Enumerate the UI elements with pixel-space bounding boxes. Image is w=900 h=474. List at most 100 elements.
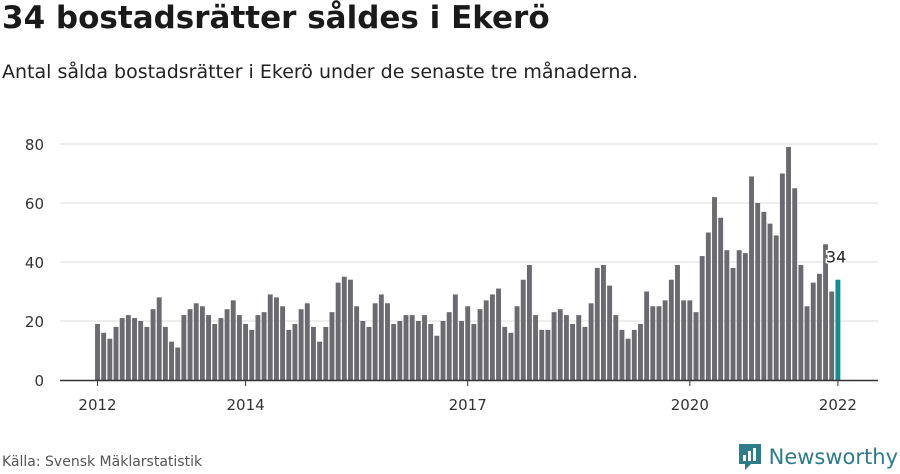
bar bbox=[619, 329, 625, 380]
bar bbox=[224, 309, 230, 380]
bar bbox=[199, 306, 205, 380]
bar bbox=[95, 323, 100, 380]
bar bbox=[348, 279, 353, 380]
bar bbox=[742, 253, 748, 380]
bar bbox=[273, 297, 279, 380]
bar bbox=[415, 321, 421, 380]
bar bbox=[638, 323, 643, 380]
bar bbox=[736, 250, 742, 380]
chart-subtitle: Antal sålda bostadsrätter i Ekerö under … bbox=[2, 61, 639, 83]
bar bbox=[533, 315, 539, 380]
y-tick-label: 40 bbox=[25, 254, 44, 272]
bar bbox=[656, 306, 662, 380]
bar bbox=[557, 309, 563, 380]
bar bbox=[119, 318, 125, 380]
bar bbox=[749, 176, 754, 380]
bar bbox=[576, 315, 582, 380]
bar bbox=[631, 329, 637, 380]
bar bbox=[582, 326, 588, 380]
brand-logo: Newsworthy bbox=[737, 442, 898, 472]
x-tick-label: 2012 bbox=[78, 396, 116, 414]
brand-name: Newsworthy bbox=[768, 445, 898, 469]
bar bbox=[397, 321, 403, 380]
bar bbox=[792, 188, 798, 380]
bar bbox=[662, 300, 668, 380]
bar bbox=[403, 315, 409, 380]
bar bbox=[107, 338, 113, 380]
bar bbox=[545, 329, 551, 380]
bar bbox=[391, 323, 397, 380]
bar bbox=[354, 306, 360, 380]
newsworthy-logo-icon bbox=[738, 444, 761, 470]
y-tick-label: 80 bbox=[25, 136, 44, 154]
bar bbox=[329, 312, 335, 380]
bar bbox=[298, 309, 304, 380]
bar bbox=[625, 338, 631, 380]
bar bbox=[483, 300, 489, 380]
bar bbox=[798, 264, 804, 380]
bar bbox=[779, 173, 785, 380]
bar bbox=[526, 264, 532, 380]
bar bbox=[428, 323, 434, 380]
bar bbox=[502, 326, 508, 380]
bar bbox=[508, 332, 514, 380]
bar bbox=[816, 273, 822, 380]
bar bbox=[212, 323, 218, 380]
bar bbox=[724, 250, 730, 380]
x-tick-label: 2020 bbox=[671, 396, 709, 414]
bar bbox=[699, 256, 705, 380]
bar bbox=[317, 341, 323, 380]
bar bbox=[311, 326, 316, 380]
bar bbox=[718, 217, 724, 380]
bar bbox=[804, 306, 810, 380]
bar bbox=[810, 282, 816, 380]
bar bbox=[255, 315, 261, 380]
bar bbox=[372, 303, 378, 380]
bar bbox=[249, 329, 255, 380]
bar bbox=[477, 309, 483, 380]
bar bbox=[323, 326, 329, 380]
bar bbox=[138, 321, 144, 380]
bar bbox=[471, 323, 477, 380]
bar bbox=[446, 312, 452, 380]
bar bbox=[187, 309, 193, 380]
bar bbox=[730, 267, 736, 380]
bar bbox=[193, 303, 199, 380]
bar bbox=[687, 300, 693, 380]
bar bbox=[292, 323, 298, 380]
bar bbox=[465, 306, 471, 380]
bar bbox=[440, 321, 446, 380]
bar bbox=[434, 335, 440, 380]
bar bbox=[422, 315, 427, 380]
bar bbox=[681, 300, 687, 380]
bar bbox=[144, 326, 150, 380]
bar bbox=[156, 297, 162, 380]
bar bbox=[570, 323, 576, 380]
bar bbox=[132, 318, 137, 380]
bar bbox=[829, 291, 835, 380]
x-tick-label: 2014 bbox=[226, 396, 264, 414]
bar-highlight bbox=[835, 279, 841, 380]
bar bbox=[613, 315, 619, 380]
bar bbox=[755, 203, 761, 380]
bar bbox=[181, 315, 187, 380]
bar bbox=[786, 146, 791, 380]
bar bbox=[514, 306, 520, 380]
bar bbox=[644, 291, 650, 380]
bar bbox=[341, 276, 347, 380]
bar bbox=[125, 315, 131, 380]
bar bbox=[520, 279, 526, 380]
bar bbox=[588, 303, 594, 380]
bar bbox=[594, 267, 600, 380]
bar bbox=[773, 235, 779, 380]
y-tick-label: 60 bbox=[25, 195, 44, 213]
bar bbox=[366, 326, 372, 380]
bar bbox=[206, 315, 212, 380]
bar bbox=[378, 294, 384, 380]
bar bbox=[335, 282, 341, 380]
bar bbox=[101, 332, 107, 380]
x-tick-label: 2022 bbox=[819, 396, 857, 414]
bar bbox=[693, 312, 699, 380]
bar bbox=[261, 312, 267, 380]
